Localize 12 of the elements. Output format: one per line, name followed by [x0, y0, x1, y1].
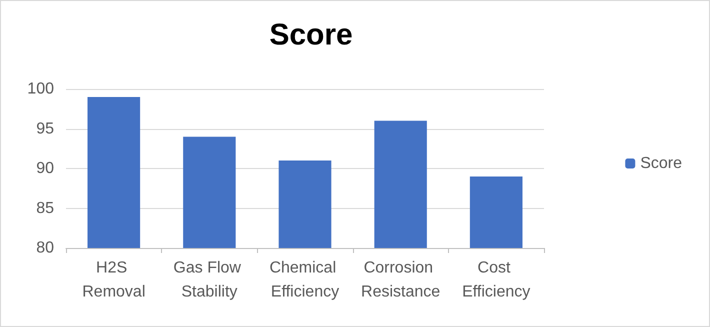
chart-title: Score — [269, 18, 353, 52]
y-tick-label: 80 — [36, 240, 54, 256]
x-tick-label: Gas Flow Stability — [173, 260, 246, 300]
x-tick-label: Chemical Efficiency — [269, 260, 341, 300]
legend-label: Score — [640, 155, 682, 172]
y-tick-label: 95 — [36, 120, 54, 138]
y-tick-label: 90 — [36, 160, 54, 177]
x-tick-label: Cost Efficiency — [462, 260, 530, 300]
y-tick-label: 85 — [36, 200, 54, 217]
x-tick-label: Corrosion Resistance — [361, 260, 440, 300]
y-tick-label: 100 — [27, 80, 54, 98]
x-tick-label: H2S Removal — [82, 260, 146, 300]
